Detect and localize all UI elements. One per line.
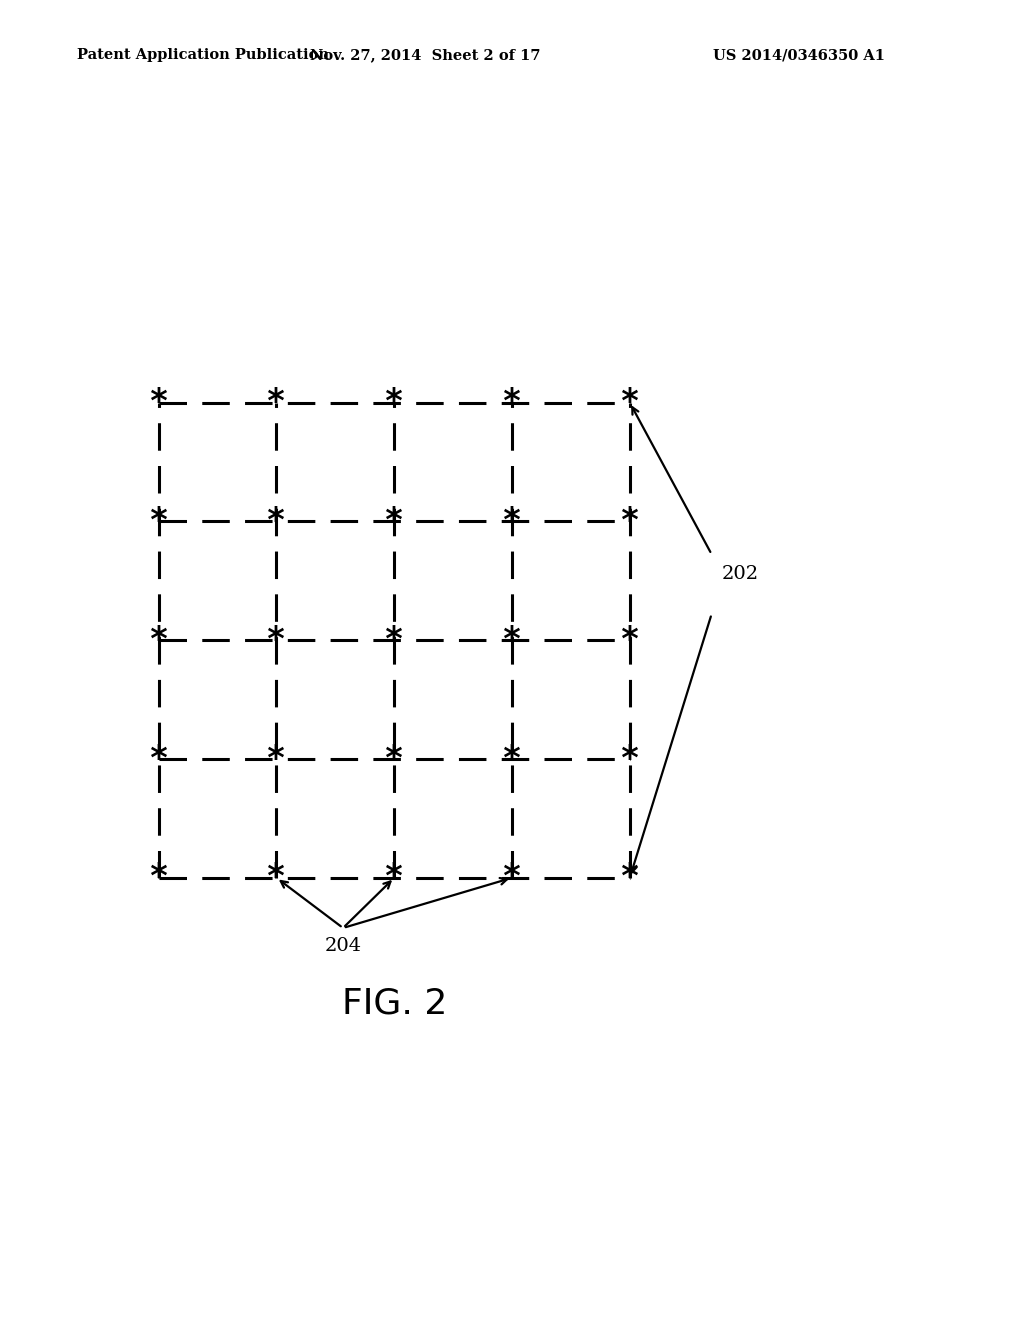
Text: *: * xyxy=(384,385,404,420)
Text: *: * xyxy=(384,623,404,656)
Text: *: * xyxy=(502,623,522,656)
Text: Patent Application Publication: Patent Application Publication xyxy=(77,49,329,62)
Text: *: * xyxy=(266,623,287,656)
Text: *: * xyxy=(384,504,404,539)
Text: *: * xyxy=(266,385,287,420)
Text: *: * xyxy=(502,385,522,420)
Text: *: * xyxy=(502,504,522,539)
Text: 202: 202 xyxy=(722,565,759,583)
Text: *: * xyxy=(266,861,287,895)
Text: *: * xyxy=(620,742,640,776)
Text: *: * xyxy=(148,504,169,539)
Text: *: * xyxy=(620,504,640,539)
Text: *: * xyxy=(384,861,404,895)
Text: *: * xyxy=(620,385,640,420)
Text: *: * xyxy=(266,504,287,539)
Text: 204: 204 xyxy=(325,937,361,956)
Text: *: * xyxy=(148,861,169,895)
Text: *: * xyxy=(266,742,287,776)
Text: *: * xyxy=(148,742,169,776)
Text: US 2014/0346350 A1: US 2014/0346350 A1 xyxy=(713,49,885,62)
Text: *: * xyxy=(502,861,522,895)
Text: *: * xyxy=(502,742,522,776)
Text: *: * xyxy=(384,742,404,776)
Text: *: * xyxy=(620,623,640,656)
Text: *: * xyxy=(148,385,169,420)
Text: Nov. 27, 2014  Sheet 2 of 17: Nov. 27, 2014 Sheet 2 of 17 xyxy=(309,49,541,62)
Text: FIG. 2: FIG. 2 xyxy=(342,986,446,1020)
Text: *: * xyxy=(620,861,640,895)
Text: *: * xyxy=(148,623,169,656)
